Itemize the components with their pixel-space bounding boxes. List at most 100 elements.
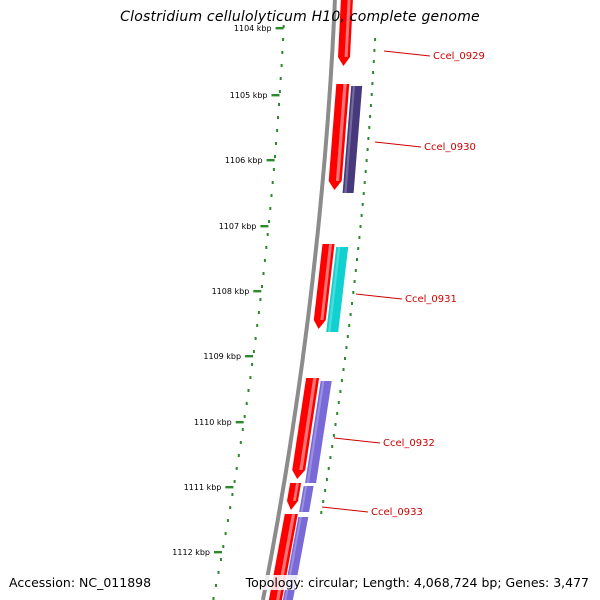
scale-dot	[320, 511, 323, 514]
gene-label: Ccel_0933	[371, 507, 423, 518]
cog-bar	[305, 381, 332, 483]
scale-dot	[272, 168, 275, 171]
scale-dot	[281, 51, 284, 54]
scale-dot	[344, 357, 346, 360]
scale-dot	[374, 38, 377, 41]
tick-label: 1104 kbp	[234, 24, 272, 33]
scale-dot	[233, 480, 236, 483]
scale-dot	[224, 532, 227, 535]
genome-summary-text: Topology: circular; Length: 4,068,724 bp…	[243, 575, 591, 590]
gene-leader-line	[355, 293, 403, 300]
scale-dot	[261, 285, 263, 288]
scale-dot	[251, 363, 254, 366]
accession-text: Accession: NC_011898	[9, 575, 152, 590]
scale-dot	[282, 38, 285, 41]
scale-dot	[274, 155, 276, 158]
scale-dot	[336, 412, 339, 415]
scale-dot	[277, 116, 279, 119]
scale-dot	[249, 376, 252, 379]
cog-bar	[342, 86, 363, 193]
scale-dot	[325, 478, 328, 481]
gene-leader-line	[333, 437, 381, 444]
gene-label: Ccel_0929	[433, 51, 485, 62]
scale-dot	[363, 181, 366, 184]
scale-dot	[365, 159, 368, 162]
scale-dot	[215, 584, 217, 587]
scale-dot	[282, 25, 285, 28]
tick-mark	[266, 159, 275, 162]
gene-labels: Ccel_0929 Ccel_0930 Ccel_0931 Ccel_0932 Ccel…	[321, 50, 485, 518]
tick-mark	[225, 486, 234, 489]
scale-dot	[280, 64, 283, 67]
scale-dot	[340, 379, 343, 382]
scale-dot	[371, 82, 374, 85]
scale-dot	[231, 493, 234, 496]
scale-dot	[331, 445, 334, 448]
scale-dot	[322, 500, 325, 503]
scale-dot	[369, 115, 372, 118]
scale-dot	[364, 170, 367, 173]
scale-dot	[339, 390, 342, 393]
tick-label: 1108 kbp	[212, 287, 250, 296]
scale-dot	[337, 401, 340, 404]
scale-dot	[263, 259, 266, 262]
tick-mark	[235, 421, 244, 424]
tick-label: 1110 kbp	[194, 418, 232, 427]
tick-mark	[214, 551, 222, 554]
cog-highlight	[328, 247, 341, 332]
scale-dot	[265, 246, 268, 249]
scale-dot	[262, 272, 265, 275]
scale-dot	[346, 335, 349, 338]
scale-dot	[247, 389, 250, 392]
scale-dot	[361, 203, 364, 206]
gene-leader-line	[383, 50, 431, 57]
tick-mark	[260, 225, 269, 228]
gene-highlight	[293, 483, 299, 501]
scale-dot	[351, 302, 353, 305]
inner-dotted-scale	[212, 25, 285, 600]
scale-dot	[353, 280, 356, 283]
scale-dot	[354, 269, 357, 272]
scale-dot	[243, 415, 246, 418]
cog-highlight	[344, 86, 355, 193]
scale-dot	[229, 506, 232, 509]
scale-dot	[268, 220, 270, 223]
scale-dot	[373, 49, 376, 52]
scale-dot	[372, 60, 375, 63]
tick-mark	[275, 27, 284, 30]
scale-dot	[245, 402, 248, 405]
scale-dot	[366, 148, 369, 151]
tick-label: 1107 kbp	[219, 222, 257, 231]
scale-dot	[329, 456, 332, 459]
tick-label: 1109 kbp	[203, 352, 241, 361]
scale-dot	[269, 207, 272, 210]
tick-mark	[271, 94, 280, 97]
gene-highlight	[299, 378, 317, 470]
scale-dot	[270, 194, 273, 197]
scale-dot	[327, 467, 330, 470]
cog-bar	[326, 247, 349, 332]
cog-highlight	[306, 381, 325, 483]
scale-dot	[256, 324, 259, 327]
gene-label: Ccel_0931	[405, 294, 457, 305]
tick-label: 1112 kbp	[172, 548, 210, 557]
scale-dot	[352, 291, 355, 294]
gene-leader-line	[374, 141, 422, 148]
gene-leader-line	[321, 506, 369, 513]
kbp-ticks: 1104 kbp 1105 kbp 1106 kbp 1107 kbp 1108 kbp…	[172, 24, 284, 557]
tick-label: 1106 kbp	[225, 156, 263, 165]
tick-mark	[245, 355, 254, 358]
scale-dot	[259, 298, 262, 301]
scale-dot	[278, 90, 281, 93]
scale-dot	[266, 233, 269, 236]
tick-mark	[253, 290, 262, 293]
gene-highlight	[320, 244, 333, 320]
scale-dot	[279, 77, 282, 80]
scale-dot	[324, 489, 327, 492]
tick-label: 1105 kbp	[230, 91, 268, 100]
scale-dot	[345, 346, 348, 349]
scale-dot	[369, 104, 372, 107]
scale-dot	[275, 142, 277, 145]
scale-dot	[257, 311, 260, 314]
